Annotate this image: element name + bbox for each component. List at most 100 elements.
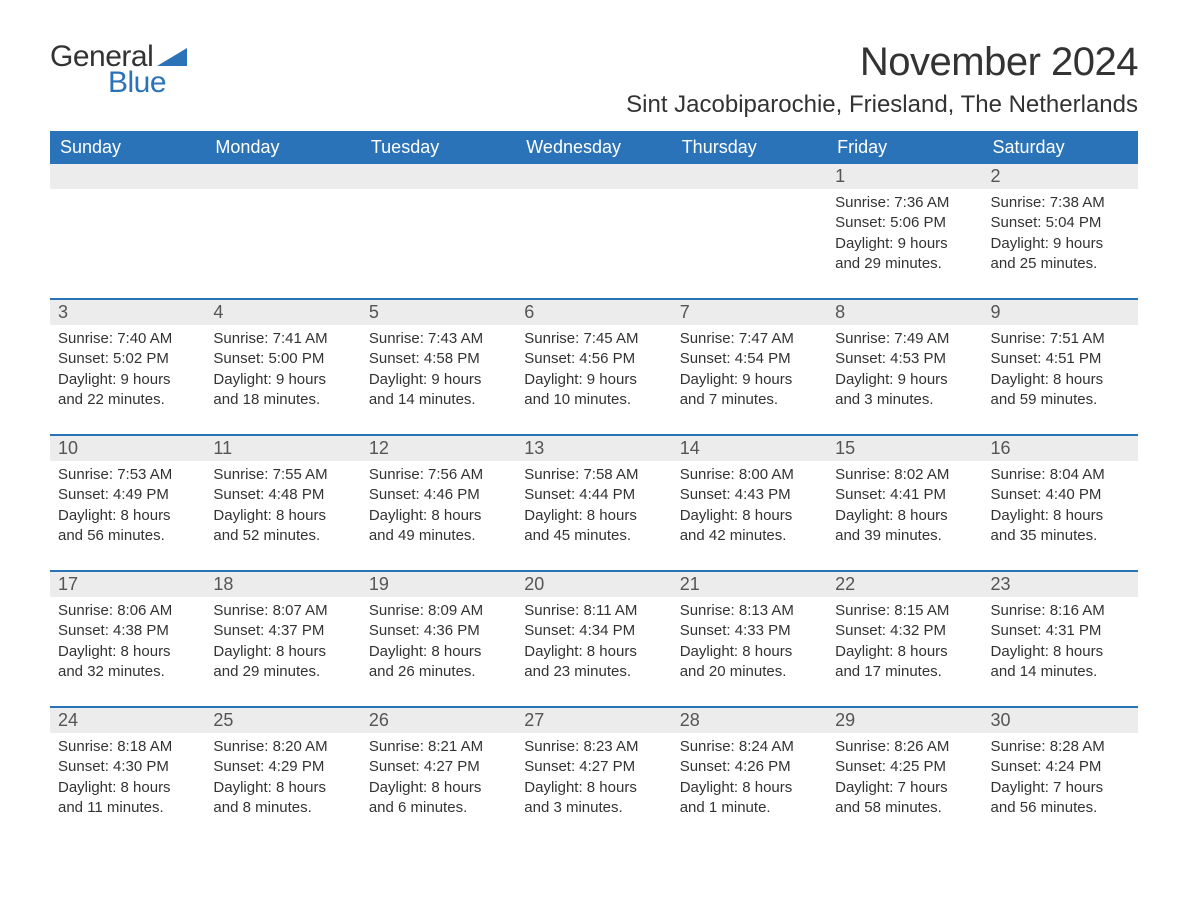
day-sunrise: Sunrise: 7:49 AM [835,329,974,349]
day-number: 26 [361,708,516,733]
day-daylight2: and 29 minutes. [213,662,352,682]
day-daylight2: and 18 minutes. [213,390,352,410]
day-sunset: Sunset: 4:53 PM [835,349,974,369]
day-sunrise: Sunrise: 8:15 AM [835,601,974,621]
calendar-header-cell: Friday [827,131,982,164]
day-daylight2: and 11 minutes. [58,798,197,818]
day-sunrise: Sunrise: 7:53 AM [58,465,197,485]
day-sunrise: Sunrise: 8:09 AM [369,601,508,621]
day-sunrise: Sunrise: 7:47 AM [680,329,819,349]
day-daylight1: Daylight: 8 hours [991,642,1130,662]
day-sunrise: Sunrise: 7:55 AM [213,465,352,485]
day-number: 22 [827,572,982,597]
calendar-day-cell: 28Sunrise: 8:24 AMSunset: 4:26 PMDayligh… [672,708,827,828]
calendar-day-cell: 6Sunrise: 7:45 AMSunset: 4:56 PMDaylight… [516,300,671,420]
day-sunset: Sunset: 4:24 PM [991,757,1130,777]
day-sunrise: Sunrise: 7:43 AM [369,329,508,349]
calendar-day-cell: 10Sunrise: 7:53 AMSunset: 4:49 PMDayligh… [50,436,205,556]
day-sunset: Sunset: 5:04 PM [991,213,1130,233]
calendar-day-cell: 15Sunrise: 8:02 AMSunset: 4:41 PMDayligh… [827,436,982,556]
day-daylight1: Daylight: 9 hours [213,370,352,390]
title-location: Sint Jacobiparochie, Friesland, The Neth… [626,91,1138,119]
day-sunset: Sunset: 4:41 PM [835,485,974,505]
day-sunset: Sunset: 4:48 PM [213,485,352,505]
day-body: Sunrise: 7:56 AMSunset: 4:46 PMDaylight:… [361,461,516,548]
day-daylight2: and 3 minutes. [524,798,663,818]
brand-text-blue: Blue [108,66,187,100]
day-sunrise: Sunrise: 7:51 AM [991,329,1130,349]
day-sunrise: Sunrise: 8:13 AM [680,601,819,621]
day-daylight1: Daylight: 8 hours [369,506,508,526]
day-body: Sunrise: 7:58 AMSunset: 4:44 PMDaylight:… [516,461,671,548]
day-body: Sunrise: 7:38 AMSunset: 5:04 PMDaylight:… [983,189,1138,276]
day-daylight1: Daylight: 8 hours [369,778,508,798]
calendar-day-cell: 5Sunrise: 7:43 AMSunset: 4:58 PMDaylight… [361,300,516,420]
day-number: 5 [361,300,516,325]
day-number: 3 [50,300,205,325]
calendar-header-cell: Thursday [672,131,827,164]
day-daylight1: Daylight: 9 hours [524,370,663,390]
calendar-day-cell: 2Sunrise: 7:38 AMSunset: 5:04 PMDaylight… [983,164,1138,284]
day-number: 2 [983,164,1138,189]
calendar-day-cell: 27Sunrise: 8:23 AMSunset: 4:27 PMDayligh… [516,708,671,828]
day-daylight2: and 17 minutes. [835,662,974,682]
day-daylight2: and 42 minutes. [680,526,819,546]
calendar-day-cell: 11Sunrise: 7:55 AMSunset: 4:48 PMDayligh… [205,436,360,556]
day-sunrise: Sunrise: 7:58 AM [524,465,663,485]
calendar-day-cell: 7Sunrise: 7:47 AMSunset: 4:54 PMDaylight… [672,300,827,420]
day-number [516,164,671,189]
day-number: 19 [361,572,516,597]
day-sunset: Sunset: 4:58 PM [369,349,508,369]
day-number: 10 [50,436,205,461]
day-sunrise: Sunrise: 8:23 AM [524,737,663,757]
day-body: Sunrise: 8:00 AMSunset: 4:43 PMDaylight:… [672,461,827,548]
day-number: 23 [983,572,1138,597]
day-daylight1: Daylight: 8 hours [991,506,1130,526]
day-daylight2: and 59 minutes. [991,390,1130,410]
day-number: 6 [516,300,671,325]
day-daylight1: Daylight: 8 hours [58,506,197,526]
calendar-day-cell: 20Sunrise: 8:11 AMSunset: 4:34 PMDayligh… [516,572,671,692]
day-daylight2: and 39 minutes. [835,526,974,546]
day-sunrise: Sunrise: 8:06 AM [58,601,197,621]
day-daylight1: Daylight: 9 hours [680,370,819,390]
day-sunrise: Sunrise: 8:24 AM [680,737,819,757]
day-body: Sunrise: 7:40 AMSunset: 5:02 PMDaylight:… [50,325,205,412]
day-number: 30 [983,708,1138,733]
calendar-day-cell: 23Sunrise: 8:16 AMSunset: 4:31 PMDayligh… [983,572,1138,692]
day-daylight1: Daylight: 8 hours [524,506,663,526]
day-body: Sunrise: 7:45 AMSunset: 4:56 PMDaylight:… [516,325,671,412]
day-number [672,164,827,189]
title-month: November 2024 [626,40,1138,85]
calendar-day-cell: 1Sunrise: 7:36 AMSunset: 5:06 PMDaylight… [827,164,982,284]
day-number: 20 [516,572,671,597]
day-daylight1: Daylight: 8 hours [58,778,197,798]
day-daylight1: Daylight: 8 hours [680,642,819,662]
day-daylight1: Daylight: 8 hours [213,642,352,662]
day-sunrise: Sunrise: 8:21 AM [369,737,508,757]
day-daylight2: and 14 minutes. [369,390,508,410]
day-sunrise: Sunrise: 8:02 AM [835,465,974,485]
day-number: 8 [827,300,982,325]
brand-logo: General Blue [50,40,187,100]
day-daylight1: Daylight: 8 hours [524,642,663,662]
calendar-day-cell [205,164,360,284]
calendar-day-cell: 25Sunrise: 8:20 AMSunset: 4:29 PMDayligh… [205,708,360,828]
day-daylight2: and 1 minute. [680,798,819,818]
day-sunset: Sunset: 4:56 PM [524,349,663,369]
day-sunset: Sunset: 4:32 PM [835,621,974,641]
day-body: Sunrise: 7:51 AMSunset: 4:51 PMDaylight:… [983,325,1138,412]
day-sunrise: Sunrise: 7:40 AM [58,329,197,349]
day-sunrise: Sunrise: 8:00 AM [680,465,819,485]
day-sunrise: Sunrise: 7:56 AM [369,465,508,485]
day-sunrise: Sunrise: 8:11 AM [524,601,663,621]
day-sunrise: Sunrise: 7:41 AM [213,329,352,349]
calendar: SundayMondayTuesdayWednesdayThursdayFrid… [50,131,1138,828]
calendar-day-cell: 9Sunrise: 7:51 AMSunset: 4:51 PMDaylight… [983,300,1138,420]
day-number [50,164,205,189]
day-daylight2: and 3 minutes. [835,390,974,410]
day-daylight1: Daylight: 8 hours [58,642,197,662]
day-number: 15 [827,436,982,461]
calendar-day-cell: 16Sunrise: 8:04 AMSunset: 4:40 PMDayligh… [983,436,1138,556]
calendar-day-cell: 29Sunrise: 8:26 AMSunset: 4:25 PMDayligh… [827,708,982,828]
